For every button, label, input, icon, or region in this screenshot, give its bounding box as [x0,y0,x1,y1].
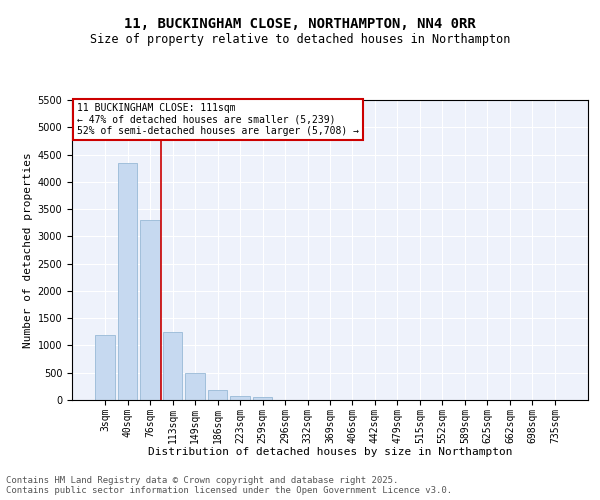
Bar [208,390,227,400]
Bar [185,374,205,400]
Text: 11 BUCKINGHAM CLOSE: 111sqm
← 47% of detached houses are smaller (5,239)
52% of : 11 BUCKINGHAM CLOSE: 111sqm ← 47% of det… [77,103,359,136]
Bar [163,332,182,400]
Bar [230,396,250,400]
Bar [253,398,272,400]
Bar [140,220,160,400]
Bar [95,334,115,400]
Text: Size of property relative to detached houses in Northampton: Size of property relative to detached ho… [90,32,510,46]
Text: 11, BUCKINGHAM CLOSE, NORTHAMPTON, NN4 0RR: 11, BUCKINGHAM CLOSE, NORTHAMPTON, NN4 0… [124,18,476,32]
Y-axis label: Number of detached properties: Number of detached properties [23,152,34,348]
Text: Contains HM Land Registry data © Crown copyright and database right 2025.
Contai: Contains HM Land Registry data © Crown c… [6,476,452,495]
X-axis label: Distribution of detached houses by size in Northampton: Distribution of detached houses by size … [148,447,512,457]
Bar [118,162,137,400]
